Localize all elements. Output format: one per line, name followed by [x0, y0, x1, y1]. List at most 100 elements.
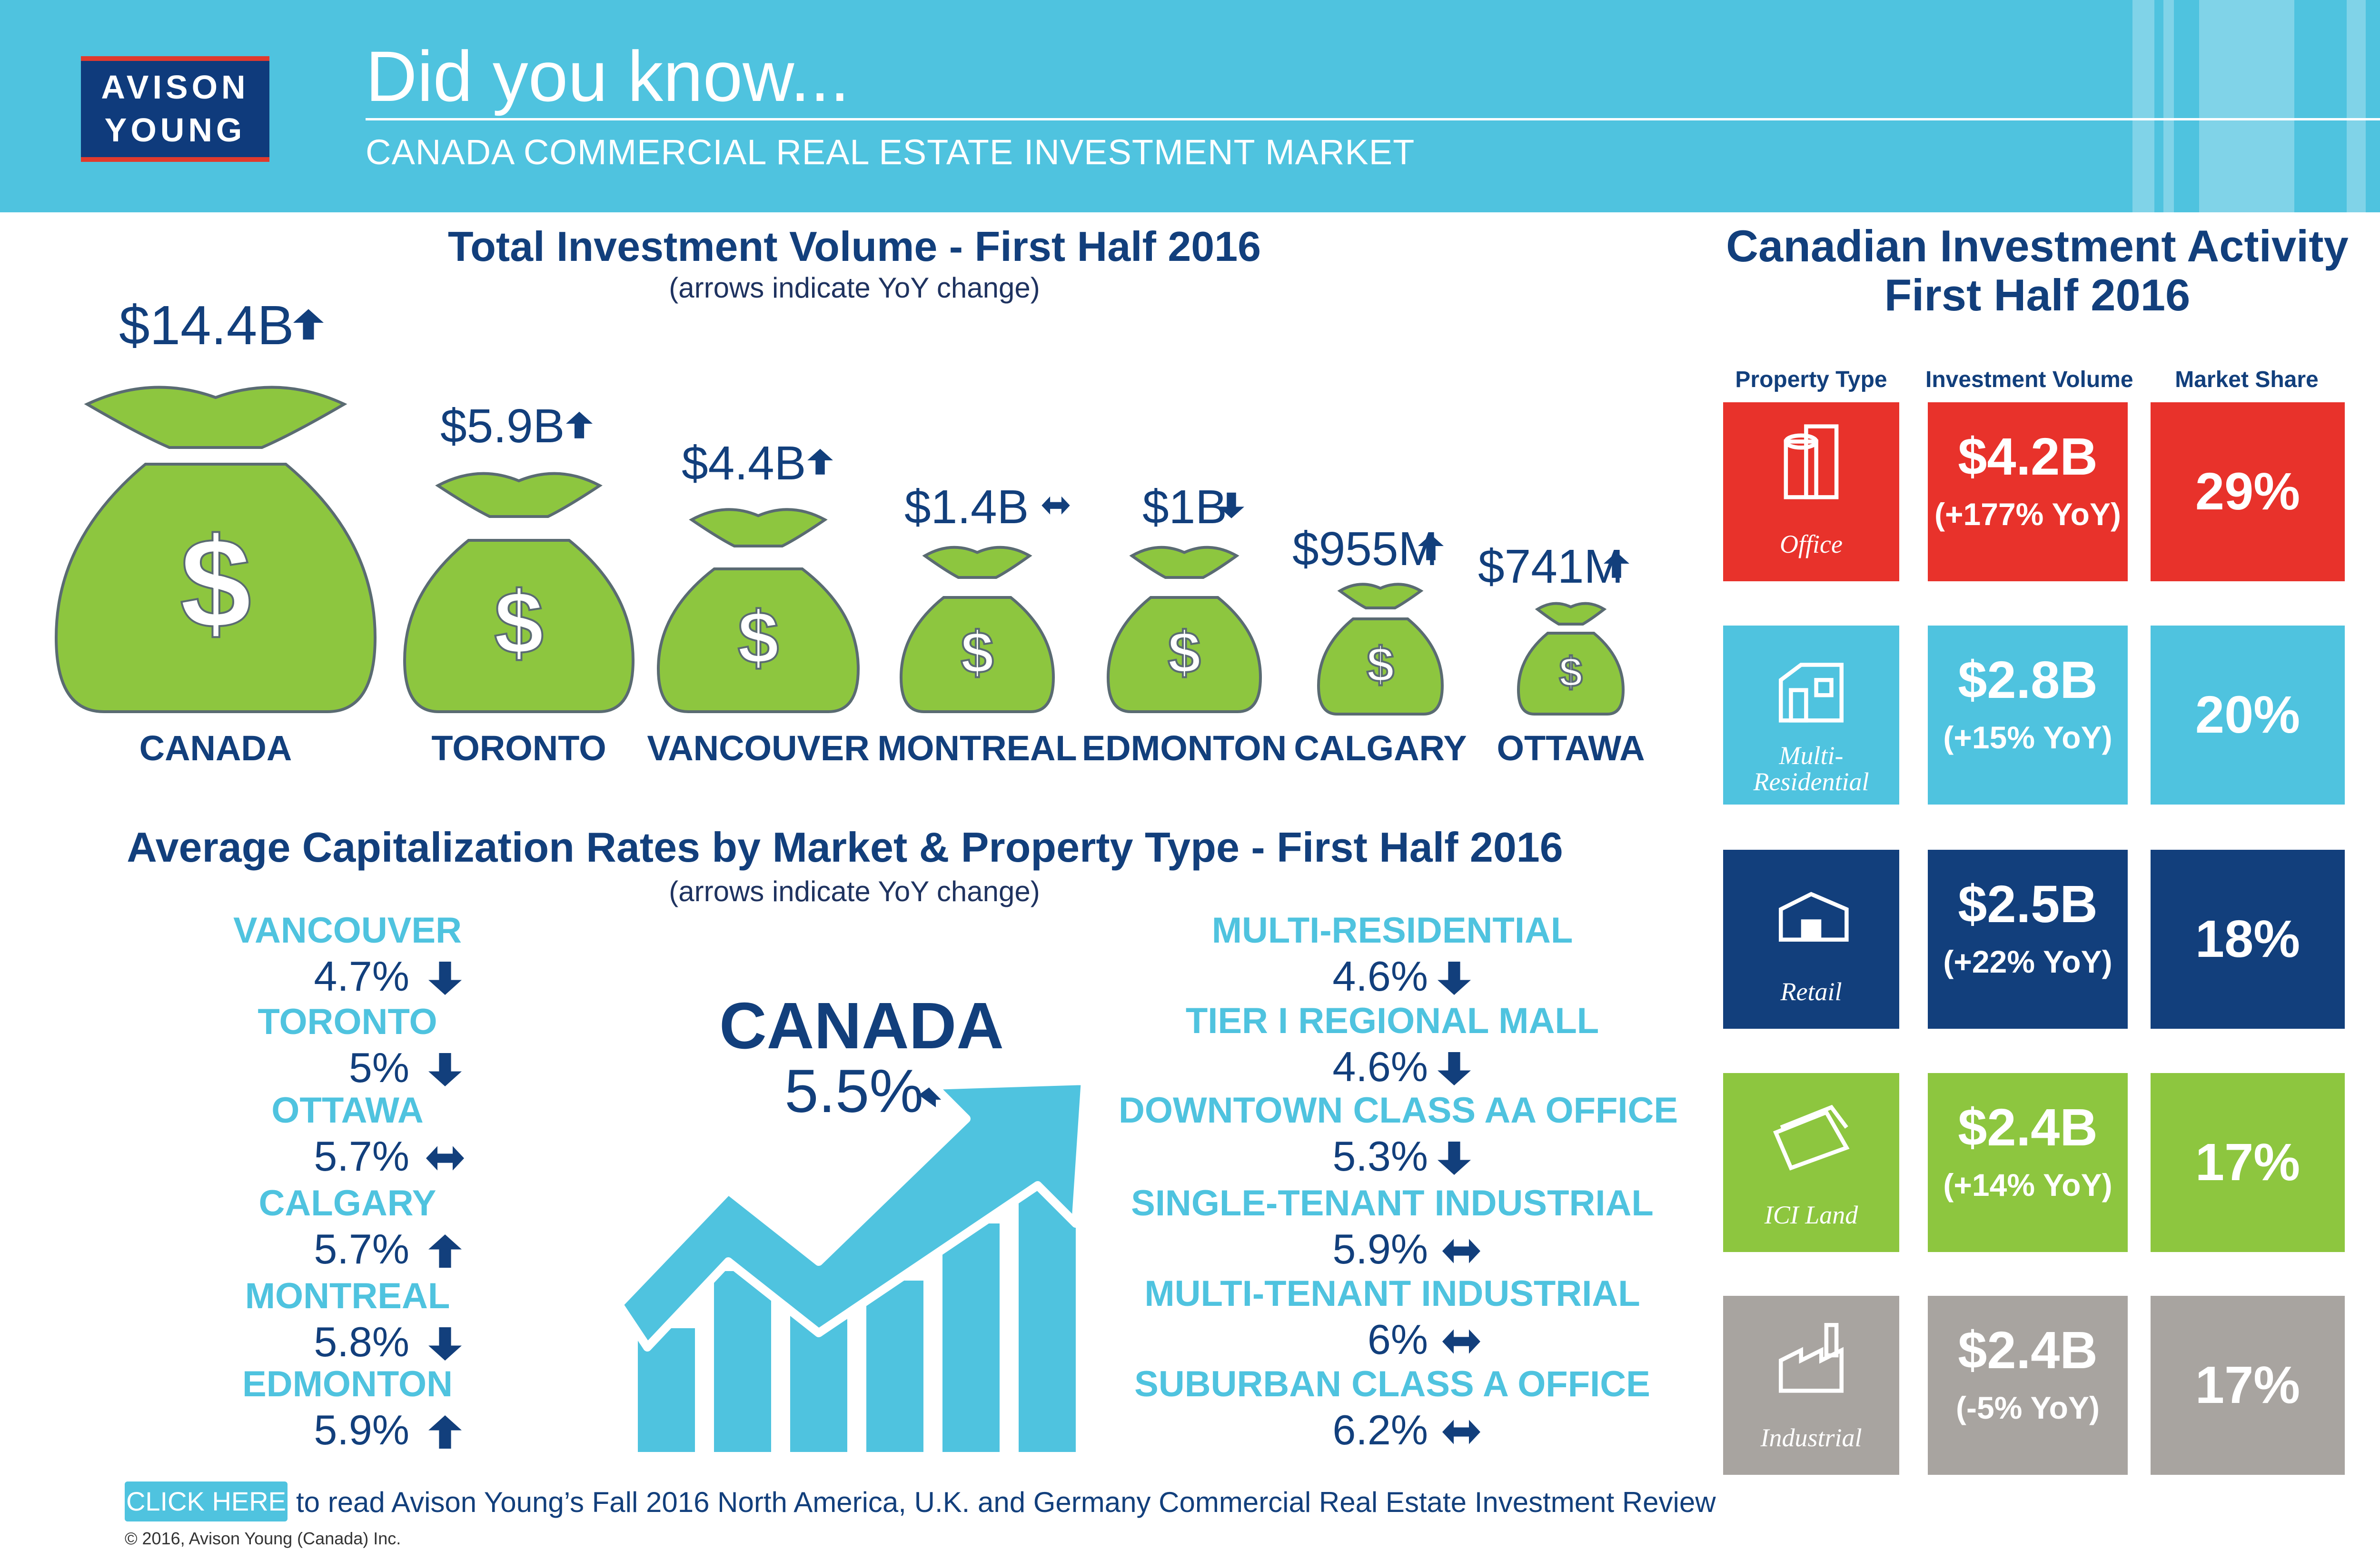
money-bag-top	[922, 546, 1032, 579]
investment-volume-tile: $2.4B (-5% YoY)	[1928, 1296, 2128, 1475]
money-bag-body	[1106, 596, 1262, 713]
arrow-down-icon	[1438, 1142, 1471, 1175]
arrow-up-icon	[566, 411, 593, 438]
market-share-tile: 18%	[2151, 850, 2345, 1029]
header-stripe	[2163, 0, 2174, 212]
volume-amount: $1.4B	[904, 480, 1029, 534]
header-banner	[0, 0, 2380, 212]
header-stripe	[2199, 0, 2294, 212]
arrow-both-icon	[1041, 496, 1070, 515]
canada-cap-rate: 5.5%	[784, 1057, 923, 1125]
arrow-down-icon	[428, 1327, 462, 1361]
market-share-value: 20%	[2195, 686, 2301, 744]
property-cap-rate: 5.9%	[1332, 1225, 1428, 1273]
office-building-icon	[1784, 424, 1839, 499]
arrow-up-icon	[428, 1415, 462, 1449]
dollar-sign: $	[1367, 637, 1394, 693]
property-cap-name: SINGLE-TENANT INDUSTRIAL	[1131, 1183, 1654, 1223]
copyright: © 2016, Avison Young (Canada) Inc.	[125, 1529, 401, 1548]
money-bag-body	[899, 596, 1055, 713]
arrow-down-icon	[1438, 962, 1471, 995]
volume-value: $2.4B	[1958, 1321, 2098, 1380]
col-header-property: Property Type	[1735, 367, 1887, 392]
property-type-label: Multi-	[1779, 741, 1844, 770]
property-type-label: Retail	[1780, 977, 1842, 1006]
arrow-down-icon	[428, 1053, 462, 1086]
money-bag-icon: $	[1106, 546, 1262, 713]
investment-volume-tile: $2.5B (+22% YoY)	[1928, 850, 2128, 1029]
money-bag-body	[656, 567, 860, 713]
dollar-sign: $	[1168, 619, 1200, 686]
property-type-tile: ICI Land	[1723, 1073, 1899, 1252]
investment-volume-tile: $4.2B (+177% YoY)	[1928, 402, 2128, 581]
dollar-sign: $	[180, 511, 251, 655]
market-name: MONTREAL	[877, 728, 1077, 768]
logo-line2: YOUNG	[104, 111, 246, 149]
market-cap-rate: 5.9%	[314, 1406, 409, 1453]
money-bag-icon: $	[1517, 602, 1625, 716]
property-type-tile: Multi- Residential	[1723, 626, 1899, 805]
market-share-tile: 20%	[2151, 626, 2345, 805]
money-bag-top	[1337, 583, 1424, 609]
money-bag-top	[84, 386, 347, 449]
market-name: TORONTO	[431, 728, 606, 768]
header-stripe	[2132, 0, 2154, 212]
property-type-label: Industrial	[1760, 1423, 1862, 1452]
market-cap-name: OTTAWA	[271, 1090, 424, 1131]
logo-line1: AVISON	[101, 69, 249, 106]
property-cap-rate: 5.3%	[1332, 1133, 1428, 1180]
property-cap-rate: 4.6%	[1332, 1043, 1428, 1090]
dollar-sign: $	[961, 619, 993, 686]
market-share-value: 29%	[2195, 462, 2301, 521]
market-name: CALGARY	[1294, 728, 1467, 768]
dollar-sign: $	[494, 573, 544, 673]
arrow-both-icon	[426, 1146, 464, 1171]
market-cap-name: MONTREAL	[245, 1276, 450, 1316]
money-bag-icon: $	[54, 386, 377, 713]
avison-young-logo: AVISON YOUNG	[81, 56, 269, 162]
volume-section-note: (arrows indicate YoY change)	[669, 272, 1040, 304]
property-cap-rate: 6%	[1367, 1316, 1428, 1363]
market-share-tile: 17%	[2151, 1073, 2345, 1252]
volume-value: $4.2B	[1958, 428, 2098, 486]
property-type-label: Office	[1780, 530, 1843, 558]
money-bag-top	[1129, 546, 1240, 579]
money-bag-icon: $	[656, 508, 860, 713]
volume-amount: $4.4B	[682, 437, 806, 490]
volume-amount: $741M	[1478, 540, 1624, 593]
market-share-value: 17%	[2195, 1133, 2301, 1192]
volume-value: $2.8B	[1958, 651, 2098, 709]
money-bag-top	[1535, 602, 1607, 626]
market-cap-rate: 4.7%	[314, 953, 409, 1000]
market-cap-name: EDMONTON	[242, 1364, 453, 1404]
dollar-sign: $	[738, 597, 779, 679]
cap-rates-title: Average Capitalization Rates by Market &…	[127, 824, 1563, 871]
page-title: Did you know...	[366, 36, 850, 116]
market-cap-name: VANCOUVER	[233, 910, 462, 951]
volume-amount: $955M	[1292, 522, 1438, 576]
investment-volume-tile: $2.4B (+14% YoY)	[1928, 1073, 2128, 1252]
col-header-volume: Investment Volume	[1925, 367, 2133, 392]
property-cap-name: DOWNTOWN CLASS AA OFFICE	[1119, 1090, 1678, 1131]
volume-amount: $14.4B	[119, 294, 294, 356]
money-bag-icon: $	[899, 546, 1055, 713]
property-cap-name: MULTI-RESIDENTIAL	[1211, 910, 1573, 951]
property-cap-name: TIER I REGIONAL MALL	[1185, 1001, 1599, 1041]
arrow-both-icon	[1442, 1420, 1480, 1444]
market-cap-rate: 5.7%	[314, 1133, 409, 1180]
click-here-button[interactable]: CLICK HERE	[125, 1481, 288, 1521]
property-type-tile: Office	[1723, 402, 1899, 581]
market-cap-rate: 5.7%	[314, 1225, 409, 1273]
activity-title-line2: First Half 2016	[1884, 270, 2191, 320]
land-icon	[1773, 1104, 1850, 1171]
property-cap-name: SUBURBAN CLASS A OFFICE	[1134, 1364, 1650, 1404]
market-share-value: 17%	[2195, 1356, 2301, 1414]
header-stripe	[2347, 0, 2366, 212]
canada-cap-label: CANADA	[719, 989, 1004, 1063]
market-share-tile: 17%	[2151, 1296, 2345, 1475]
review-link-text[interactable]: to read Avison Young’s Fall 2016 North A…	[296, 1486, 1716, 1518]
volume-section-title: Total Investment Volume - First Half 201…	[447, 223, 1261, 270]
property-cap-rate: 4.6%	[1332, 953, 1428, 1000]
arrow-up-icon	[428, 1234, 462, 1268]
arrow-down-icon	[1438, 1052, 1471, 1085]
